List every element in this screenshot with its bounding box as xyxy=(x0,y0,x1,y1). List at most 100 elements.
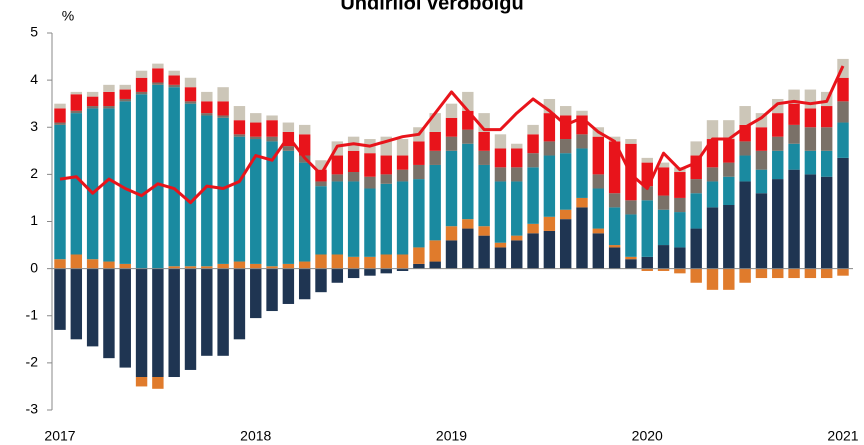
bar-segment xyxy=(250,268,262,319)
bar-segment xyxy=(233,268,246,340)
bar-segment xyxy=(641,162,653,187)
bar-segment xyxy=(820,268,833,279)
bar-segment xyxy=(86,106,99,109)
bar-segment xyxy=(511,240,523,269)
bar-segment xyxy=(331,174,344,182)
bar-segment xyxy=(152,82,164,85)
bar-segment xyxy=(608,193,621,208)
bar-segment xyxy=(380,183,392,255)
bar-segment xyxy=(364,153,376,177)
bar-segment xyxy=(298,261,311,269)
bar-segment xyxy=(282,268,295,304)
bar-segment xyxy=(625,200,637,215)
bar-segment xyxy=(266,136,278,142)
bar-segment xyxy=(576,148,588,198)
bar-segment xyxy=(804,174,817,269)
bar-segment xyxy=(396,139,409,156)
bar-segment xyxy=(625,139,637,144)
bar-segment xyxy=(706,167,719,182)
bar-segment xyxy=(837,122,849,158)
bar-segment xyxy=(462,129,474,144)
bar-segment xyxy=(396,155,409,170)
x-tick-label: 2021 xyxy=(827,428,858,444)
bar-segment xyxy=(250,136,262,140)
line-series xyxy=(59,65,845,205)
bar-segment xyxy=(135,77,148,92)
bar-segment xyxy=(445,240,458,269)
bar-segment xyxy=(347,181,360,257)
bar-segment xyxy=(772,150,784,180)
bar-segment xyxy=(657,268,670,271)
bar-segment xyxy=(559,139,572,154)
bar-segment xyxy=(266,120,278,137)
bar-segment xyxy=(250,122,262,137)
bar-segment xyxy=(772,136,784,151)
bar-segment xyxy=(804,150,817,175)
bar-segment xyxy=(103,268,115,359)
bar-segment xyxy=(282,122,295,132)
bar-segment xyxy=(168,87,180,267)
bar-segment xyxy=(347,268,360,279)
y-tick-label: -1 xyxy=(26,306,39,322)
bar-segment xyxy=(706,268,719,290)
y-tick-label: 1 xyxy=(30,212,38,228)
bar-segment xyxy=(135,94,148,269)
bar-segment xyxy=(380,268,392,274)
bar-segment xyxy=(641,268,653,271)
bar-segment xyxy=(119,268,131,368)
bar-segment xyxy=(119,84,131,90)
bar-segment xyxy=(380,254,392,269)
bar-segment xyxy=(494,181,507,243)
bar-segment xyxy=(266,115,278,121)
bar-segment xyxy=(298,268,311,300)
bar-segment xyxy=(755,113,768,128)
bar-segment xyxy=(380,136,392,156)
bar-segment xyxy=(168,266,180,269)
bar-segment xyxy=(511,181,523,236)
bar-segment xyxy=(217,268,229,356)
bar-segment xyxy=(119,101,131,264)
bar-segment xyxy=(657,195,670,210)
bar-segment xyxy=(608,136,621,142)
bar-segment xyxy=(690,141,702,156)
bar-segment xyxy=(462,91,474,111)
y-tick-label: -3 xyxy=(26,401,39,417)
y-axis-label: % xyxy=(62,8,74,24)
bar-segment xyxy=(380,174,392,184)
bar-segment xyxy=(772,98,784,114)
bar-segment xyxy=(608,141,621,194)
bar-segment xyxy=(690,179,702,194)
bar-segment xyxy=(396,181,409,255)
bar-segment xyxy=(86,91,99,97)
bar-segment xyxy=(233,120,246,135)
bar-segment xyxy=(445,150,458,227)
bar-segment xyxy=(543,216,556,231)
bar-segment xyxy=(837,157,849,269)
bar-segment xyxy=(511,148,523,168)
bar-segment xyxy=(494,242,507,248)
bar-segment xyxy=(119,98,131,102)
bar-segment xyxy=(543,141,556,156)
bar-segment xyxy=(429,240,441,262)
bar-segment xyxy=(152,63,164,69)
x-tick-label: 2017 xyxy=(44,428,75,444)
bar-segment xyxy=(201,266,213,269)
bar-segment xyxy=(103,84,115,92)
bar-segment xyxy=(674,247,686,269)
bar-segment xyxy=(723,162,735,177)
bar-segment xyxy=(820,127,833,151)
bar-segment xyxy=(755,268,768,279)
bar-segment xyxy=(543,98,556,114)
y-tick-label: 5 xyxy=(30,24,38,40)
bar-segment xyxy=(576,197,588,208)
bar-segment xyxy=(54,259,66,269)
bar-segment xyxy=(772,268,784,279)
bar-segment xyxy=(380,155,392,175)
bar-segment xyxy=(217,87,229,102)
bar-segment xyxy=(201,115,213,267)
bar-segment xyxy=(152,84,164,269)
bar-segment xyxy=(723,139,735,163)
bar-segment xyxy=(364,176,376,189)
bar-segment xyxy=(559,219,572,269)
